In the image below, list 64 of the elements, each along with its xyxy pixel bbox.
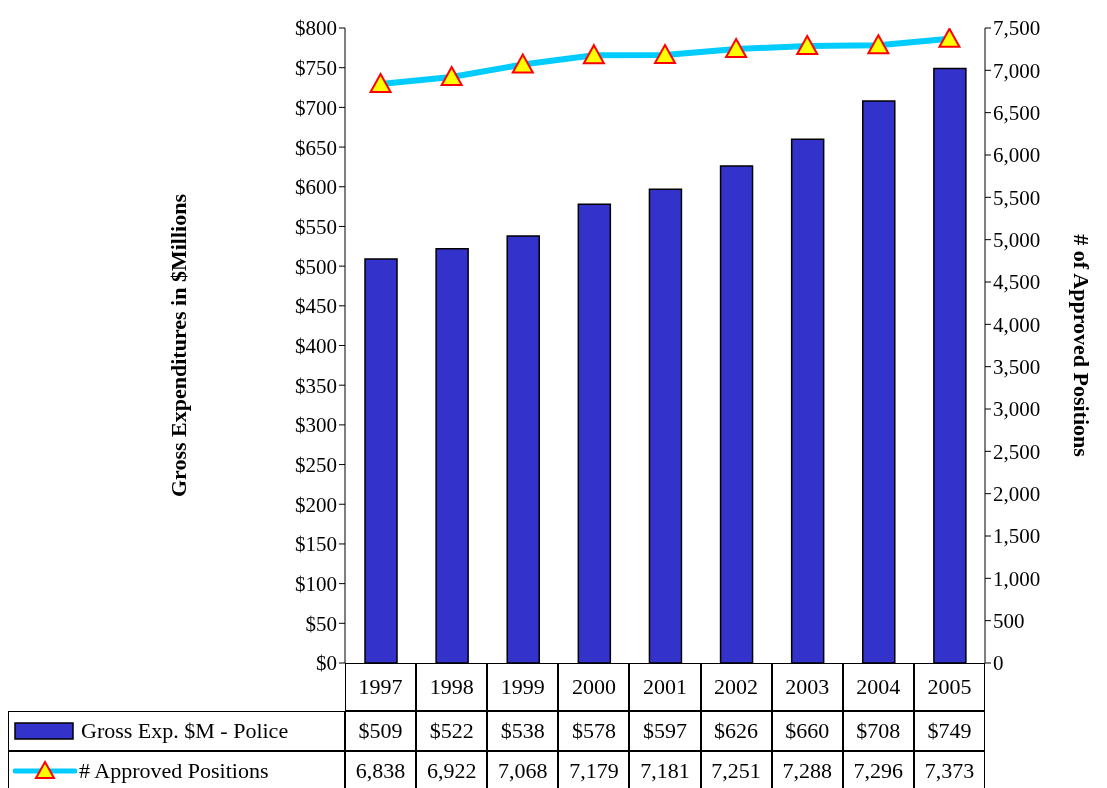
- x-tick-label: 1999: [487, 663, 559, 711]
- data-label: $578: [558, 711, 630, 751]
- data-label: $660: [771, 711, 843, 751]
- x-tick-label: 1997: [345, 663, 417, 711]
- y-tick-label: $700: [295, 95, 337, 120]
- y-tick-label: $250: [295, 453, 337, 478]
- x-tick-label: 1998: [416, 663, 488, 711]
- y2-tick-label: 5,000: [993, 228, 1041, 253]
- data-label: 7,296: [842, 751, 914, 788]
- y2-tick-label: 3,000: [993, 397, 1041, 422]
- data-label: $522: [416, 711, 488, 751]
- x-tick-label: 2000: [558, 663, 630, 711]
- legend-label: Gross Exp. $M - Police: [81, 718, 289, 744]
- data-label: 7,251: [700, 751, 772, 788]
- y-tick-label: $150: [295, 532, 337, 557]
- x-tick-label: 2005: [913, 663, 985, 711]
- data-label: $749: [913, 711, 985, 751]
- y-tick-label: $350: [295, 373, 337, 398]
- y-tick-label: $300: [295, 413, 337, 438]
- y-tick-label: $50: [305, 611, 337, 636]
- y2-tick-label: 2,000: [993, 482, 1041, 507]
- data-label: 7,179: [558, 751, 630, 788]
- data-label: 7,181: [629, 751, 701, 788]
- y-tick-label: $0: [316, 651, 337, 676]
- y2-tick-label: 7,000: [993, 58, 1041, 83]
- y-tick-label: $450: [295, 294, 337, 319]
- legend-label: # Approved Positions: [79, 758, 269, 784]
- y2-tick-label: 4,000: [993, 312, 1041, 337]
- data-label: $538: [487, 711, 559, 751]
- data-label: $597: [629, 711, 701, 751]
- y-tick-label: $650: [295, 135, 337, 160]
- data-label: $509: [345, 711, 417, 751]
- x-tick-label: 2004: [842, 663, 914, 711]
- y2-tick-label: 6,500: [993, 101, 1041, 126]
- y2-tick-label: 1,500: [993, 524, 1041, 549]
- data-label: $626: [700, 711, 772, 751]
- data-label: $708: [842, 711, 914, 751]
- y2-tick-label: 2,500: [993, 439, 1041, 464]
- y-tick-label: $550: [295, 214, 337, 239]
- y2-tick-label: 4,500: [993, 270, 1041, 295]
- y2-tick-label: 0: [993, 651, 1004, 676]
- y-tick-label: $750: [295, 56, 337, 81]
- data-label: 7,068: [487, 751, 559, 788]
- y-tick-label: $800: [295, 16, 337, 41]
- y2-tick-label: 500: [993, 609, 1025, 634]
- y-tick-label: $500: [295, 254, 337, 279]
- y-tick-label: $100: [295, 572, 337, 597]
- y2-tick-label: 3,500: [993, 355, 1041, 380]
- y2-tick-label: 1,000: [993, 566, 1041, 591]
- y2-tick-label: 6,000: [993, 143, 1041, 168]
- y-axis-title: Gross Expenditures in $Millions: [165, 193, 191, 497]
- y-tick-label: $200: [295, 492, 337, 517]
- x-tick-label: 2002: [700, 663, 772, 711]
- x-tick-label: 2001: [629, 663, 701, 711]
- y-tick-label: $400: [295, 333, 337, 358]
- x-tick-label: 2003: [771, 663, 843, 711]
- y2-tick-label: 5,500: [993, 185, 1041, 210]
- data-label: 7,373: [913, 751, 985, 788]
- y2-axis-title: # of Approved Positions: [1069, 234, 1095, 458]
- data-label: 6,922: [416, 751, 488, 788]
- y-tick-label: $600: [295, 175, 337, 200]
- data-label: 6,838: [345, 751, 417, 788]
- data-label: 7,288: [771, 751, 843, 788]
- y2-tick-label: 7,500: [993, 16, 1041, 41]
